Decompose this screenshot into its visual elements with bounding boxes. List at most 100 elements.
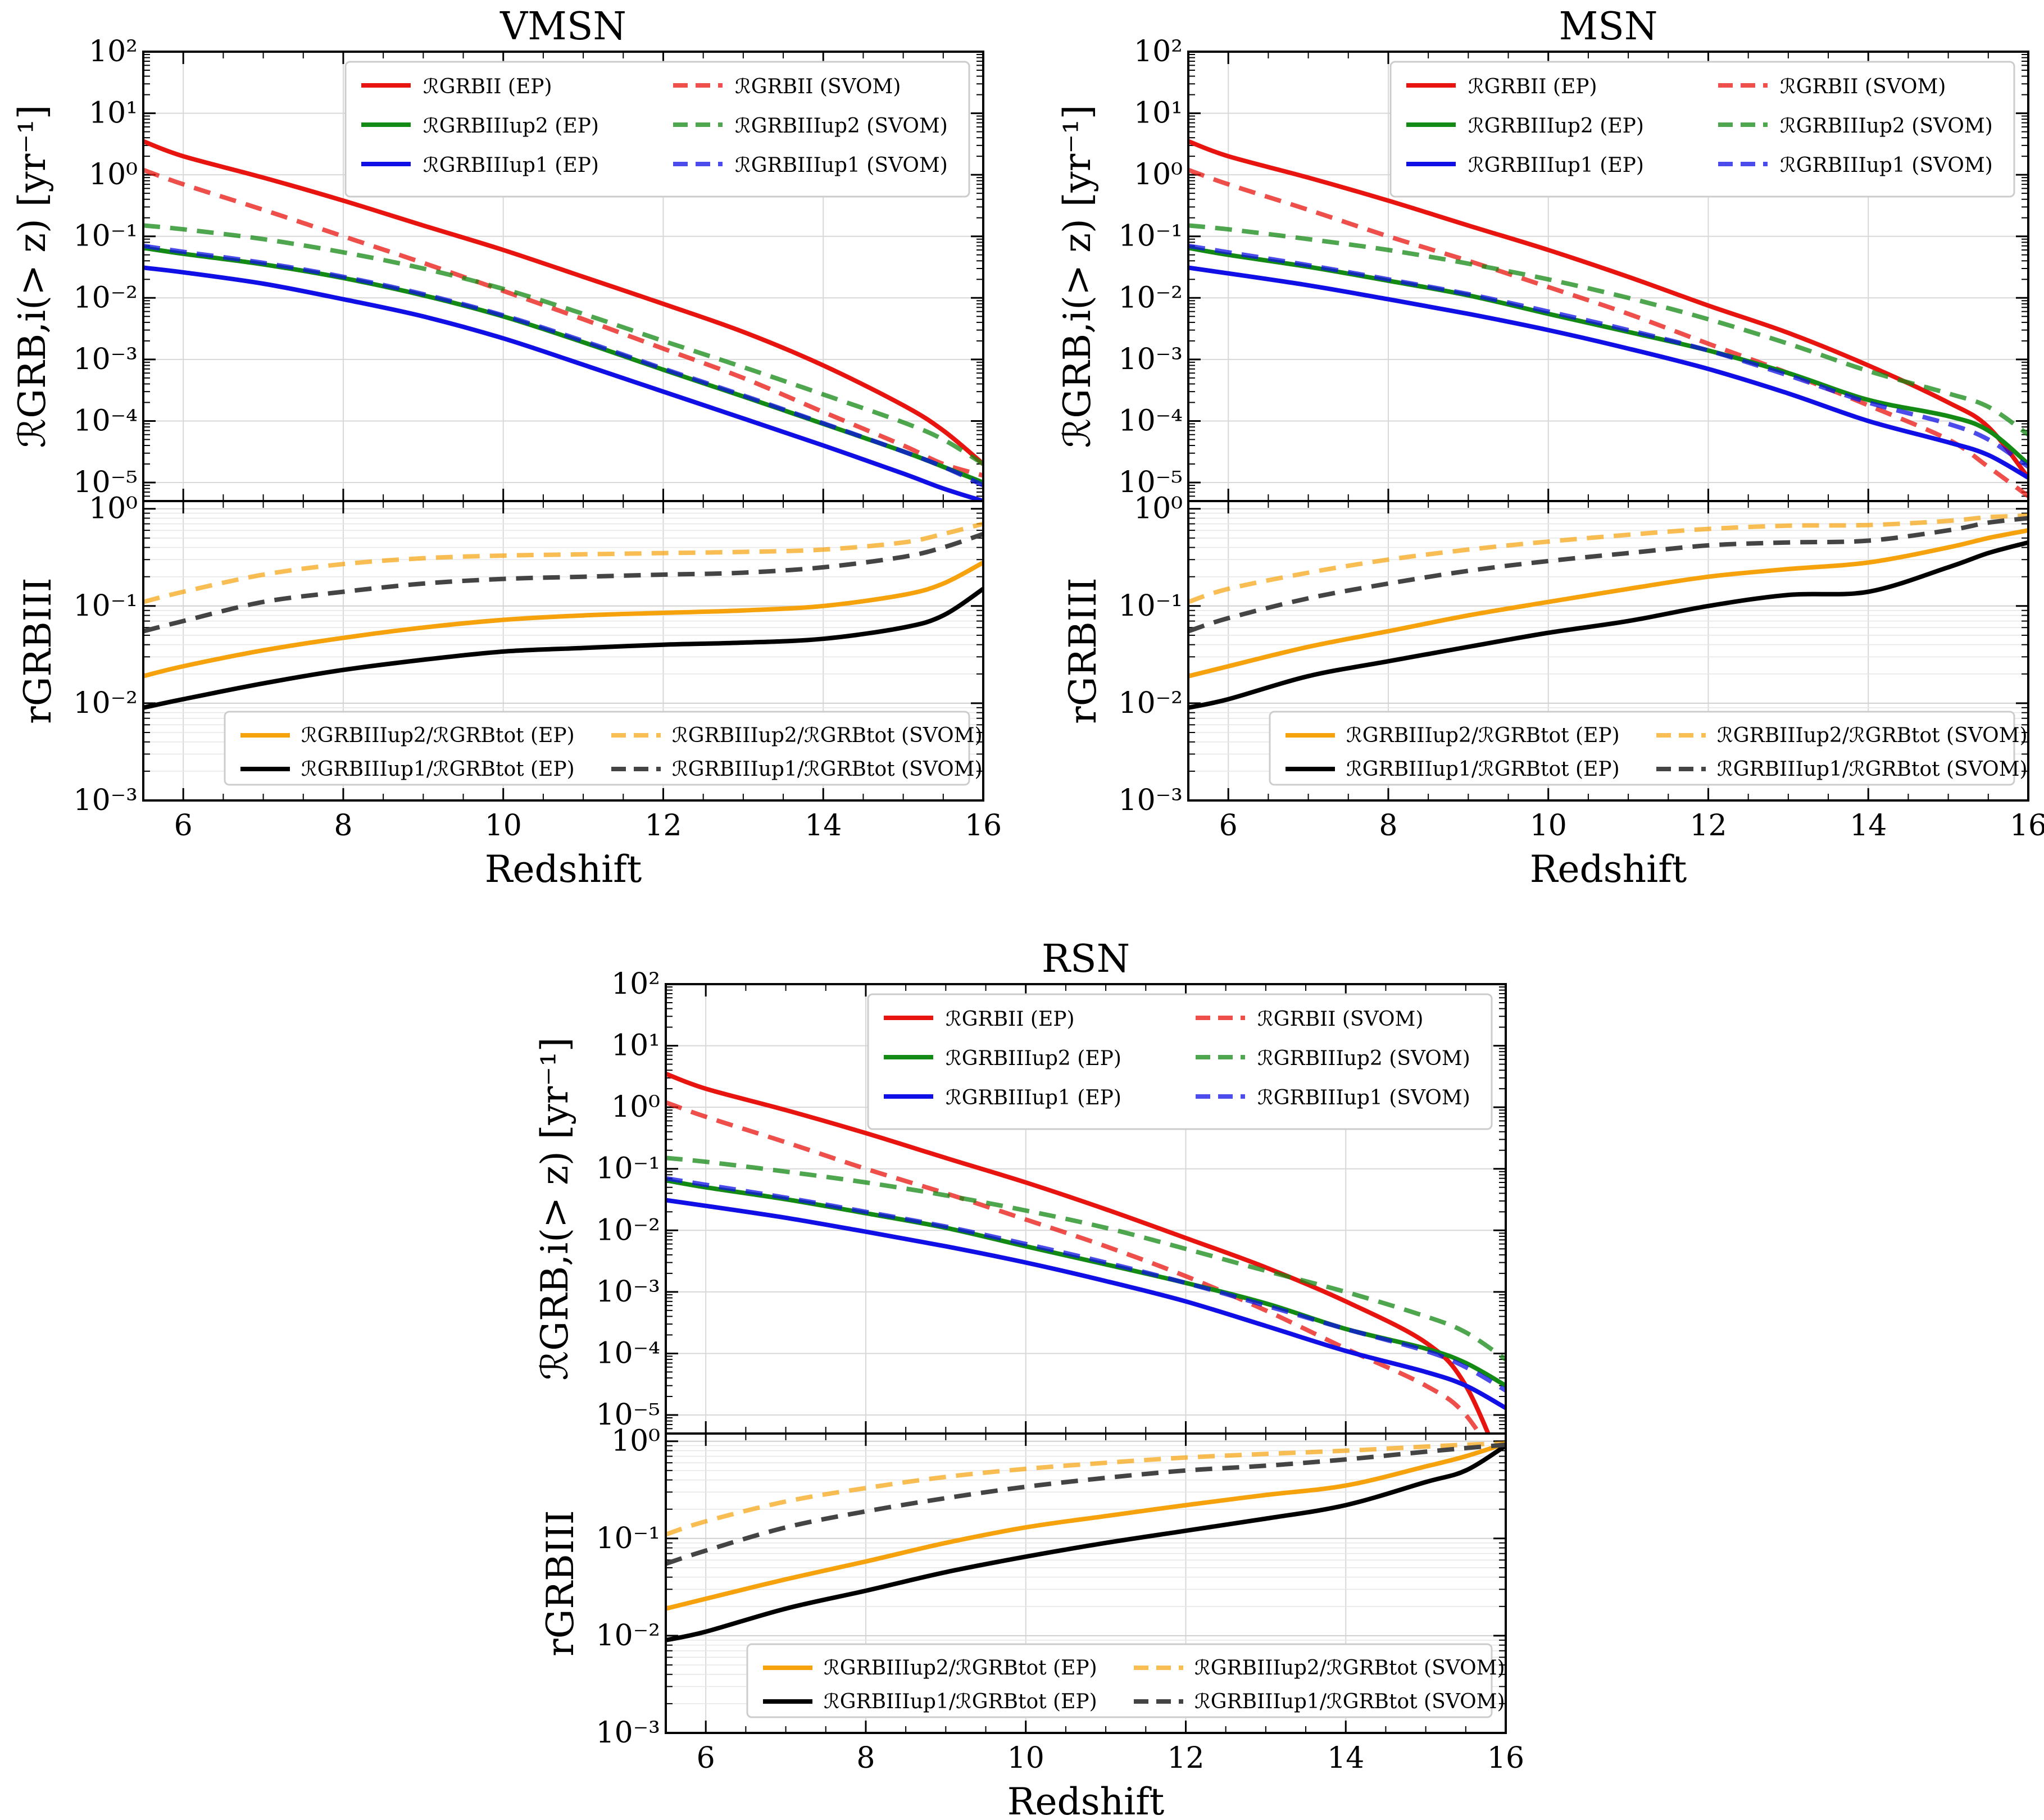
- x-tick-label: 10: [1530, 809, 1567, 843]
- legend-label: ℛGRBII (EP): [423, 75, 552, 98]
- series-line-4: [1188, 265, 2028, 480]
- y-tick-label: 10⁻¹: [74, 220, 138, 253]
- legend-label: ℛGRBIIIup1/ℛGRBtot (EP): [1346, 758, 1620, 781]
- legend-label: ℛGRBIIIup2 (SVOM): [1257, 1047, 1470, 1070]
- x-tick-label: 16: [1487, 1741, 1524, 1775]
- x-tick-label: 10: [485, 809, 522, 843]
- x-tick-label: 8: [334, 809, 352, 843]
- legend-label: ℛGRBIIIup1 (SVOM): [1780, 154, 1993, 177]
- ratio-line-1: [143, 521, 983, 604]
- legend-label: ℛGRBIIIup1/ℛGRBtot (SVOM): [672, 758, 983, 781]
- x-tick-label: 10: [1007, 1741, 1044, 1775]
- legend-label: ℛGRBIIIup1/ℛGRBtot (SVOM): [1194, 1690, 1505, 1713]
- y-tick-label: 10⁻¹: [74, 589, 138, 623]
- legend-label: ℛGRBIIIup2 (EP): [423, 115, 599, 138]
- legend-label: ℛGRBIIIup2 (EP): [946, 1047, 1121, 1070]
- y-tick-label: 10⁻¹: [596, 1522, 660, 1555]
- ratio-axes-frame: [1187, 500, 2029, 802]
- legend-box: [224, 711, 970, 786]
- y-tick-label: 10⁻²: [1119, 686, 1183, 720]
- y-axis-label: ℛGRB,i(> z) [yr⁻¹]: [533, 1038, 576, 1381]
- legend-label: ℛGRBIIIup1 (EP): [946, 1086, 1121, 1109]
- x-tick-label: 12: [1689, 809, 1727, 843]
- y-axis-label: rGRBIII: [1061, 577, 1105, 724]
- y-axis-label: rGRBIII: [539, 1510, 582, 1657]
- x-tick-label: 6: [174, 809, 193, 843]
- legend-label: ℛGRBII (EP): [946, 1008, 1075, 1031]
- y-tick-label: 10⁻²: [596, 1619, 660, 1653]
- y-tick-label: 10¹: [89, 97, 138, 130]
- rate-series: [666, 1071, 1506, 1434]
- legend-label: ℛGRBIIIup2/ℛGRBtot (EP): [824, 1657, 1097, 1680]
- y-tick-label: 10⁻³: [1119, 343, 1183, 376]
- x-tick-label: 12: [644, 809, 682, 843]
- series-line-3: [143, 223, 983, 466]
- legend-label: ℛGRBII (EP): [1468, 75, 1597, 98]
- y-tick-label: 10⁻³: [74, 343, 138, 376]
- x-tick-label: 14: [1327, 1741, 1364, 1775]
- chart-title: MSN: [1559, 4, 1658, 49]
- y-tick-label: 10²: [89, 35, 138, 69]
- y-tick-label: 10⁻²: [74, 281, 138, 315]
- ratio-line-3: [1188, 516, 2028, 634]
- ratio-line-0: [666, 1441, 1506, 1611]
- panel-rsn: RSN 10² 10¹ 10⁰ 10⁻¹ 10⁻² 10⁻³ 10⁻⁴ 10⁻⁵ ℛGRBII (…: [533, 937, 1524, 1820]
- y-tick-label: 10⁻⁵: [1119, 466, 1183, 499]
- series-line-0: [143, 139, 983, 466]
- ratio-line-0: [143, 560, 983, 679]
- y-tick-label: 10⁻³: [74, 784, 138, 817]
- x-axis-label: Redshift: [1530, 848, 1687, 891]
- y-tick-label: 10⁻³: [596, 1275, 660, 1309]
- x-tick-label: 8: [856, 1741, 875, 1775]
- x-axis-label: Redshift: [1007, 1780, 1164, 1820]
- ratio-series: [143, 521, 983, 710]
- x-tick-label: 14: [1850, 809, 1887, 843]
- ratio-axes-frame: [142, 500, 984, 802]
- y-tick-label: 10¹: [1134, 97, 1183, 130]
- legend-rates: ℛGRBII (EP) ℛGRBII (SVOM) ℛGRBIIIup2 (EP) ℛ…: [1389, 61, 2015, 198]
- y-tick-label: 10⁻³: [1119, 784, 1183, 817]
- y-tick-label: 10⁻¹: [1119, 220, 1183, 253]
- y-tick-label: 10⁰: [611, 1090, 660, 1124]
- legend-box: [867, 993, 1493, 1130]
- legend-label: ℛGRBII (SVOM): [1257, 1008, 1423, 1031]
- series-line-4: [666, 1198, 1506, 1410]
- legend-label: ℛGRBIIIup1/ℛGRBtot (EP): [824, 1690, 1097, 1713]
- y-tick-label: 10⁻²: [1119, 281, 1183, 315]
- y-tick-label: 10⁻³: [596, 1716, 660, 1750]
- series-line-2: [1188, 245, 2028, 466]
- legend-label: ℛGRBIIIup2 (EP): [1468, 115, 1644, 138]
- legend-label: ℛGRBIIIup2/ℛGRBtot (EP): [1346, 724, 1620, 747]
- legend-rates: ℛGRBII (EP) ℛGRBII (SVOM) ℛGRBIIIup2 (EP) ℛ…: [867, 993, 1493, 1130]
- legend-ratios: ℛGRBIIIup2/ℛGRBtot (EP) ℛGRBIIIup2/ℛGRBto…: [1269, 711, 2028, 786]
- legend-box: [1269, 711, 2015, 786]
- legend-label: ℛGRBII (SVOM): [735, 75, 901, 98]
- legend-label: ℛGRBIIIup1 (SVOM): [735, 154, 948, 177]
- x-tick-label: 16: [2010, 809, 2044, 843]
- x-tick-label: 6: [697, 1741, 715, 1775]
- rate-series: [1188, 139, 2028, 498]
- legend-label: ℛGRBIIIup2 (SVOM): [1780, 115, 1993, 138]
- x-axis-label: Redshift: [485, 848, 642, 891]
- x-tick-label: 16: [965, 809, 1002, 843]
- chart-title: VMSN: [499, 4, 626, 49]
- series-line-5: [666, 1176, 1506, 1393]
- ratio-line-1: [666, 1441, 1506, 1537]
- ratio-line-3: [666, 1443, 1506, 1566]
- legend-rates: ℛGRBII (EP) ℛGRBII (SVOM) ℛGRBIIIup2 (EP) ℛ…: [344, 61, 970, 198]
- y-tick-label: 10⁻⁵: [74, 466, 138, 499]
- rate-series: [143, 139, 983, 501]
- y-tick-label: 10²: [611, 967, 660, 1001]
- y-tick-label: 10⁰: [89, 158, 138, 192]
- y-axis-label: ℛGRB,i(> z) [yr⁻¹]: [11, 105, 54, 448]
- series-line-2: [666, 1178, 1506, 1388]
- ratio-line-0: [1188, 528, 2028, 679]
- y-tick-label: 10⁻²: [596, 1213, 660, 1247]
- legend-box: [344, 61, 970, 198]
- legend-label: ℛGRBIIIup1/ℛGRBtot (SVOM): [1717, 758, 2028, 781]
- series-line-3: [1188, 223, 2028, 437]
- panel-vmsn: VMSN 10² 10¹ 10⁰ 10⁻¹ 10⁻² 10⁻³ 10⁻⁴ 10⁻⁵ ℛGRBII …: [11, 4, 1002, 891]
- y-tick-label: 10⁰: [1134, 492, 1183, 526]
- series-line-3: [666, 1155, 1506, 1362]
